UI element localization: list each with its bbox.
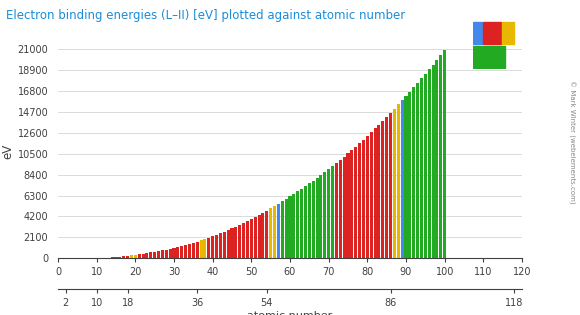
Bar bbox=[443, 50, 446, 258]
Bar bbox=[424, 74, 427, 258]
Text: © Mark Winter (webelements.com): © Mark Winter (webelements.com) bbox=[568, 80, 575, 203]
X-axis label: atomic number: atomic number bbox=[248, 311, 332, 315]
Bar bbox=[211, 236, 214, 258]
Bar bbox=[262, 213, 264, 258]
Bar bbox=[416, 83, 419, 258]
Bar bbox=[296, 192, 299, 258]
Bar bbox=[130, 255, 133, 258]
Bar bbox=[311, 181, 315, 258]
Bar bbox=[358, 143, 361, 258]
Bar bbox=[323, 172, 327, 258]
Y-axis label: eV: eV bbox=[2, 144, 15, 159]
Bar bbox=[389, 113, 392, 258]
Bar bbox=[346, 153, 350, 258]
Bar bbox=[219, 233, 222, 258]
Bar bbox=[432, 65, 434, 258]
Bar bbox=[288, 197, 292, 258]
Bar bbox=[397, 105, 400, 258]
Bar bbox=[149, 253, 153, 258]
Bar bbox=[161, 250, 164, 258]
Bar bbox=[473, 46, 505, 68]
Bar bbox=[277, 203, 280, 258]
Bar bbox=[250, 219, 253, 258]
Bar bbox=[215, 235, 218, 258]
Bar bbox=[142, 254, 144, 258]
Bar bbox=[126, 256, 129, 258]
Bar bbox=[180, 246, 183, 258]
Bar bbox=[473, 22, 482, 44]
Bar bbox=[436, 60, 438, 258]
Bar bbox=[165, 249, 168, 258]
Bar bbox=[200, 240, 202, 258]
Bar bbox=[320, 175, 322, 258]
Bar bbox=[374, 129, 376, 258]
Bar bbox=[350, 150, 353, 258]
Bar bbox=[483, 22, 501, 44]
Bar bbox=[404, 96, 408, 258]
Bar bbox=[281, 201, 284, 258]
Bar bbox=[316, 178, 318, 258]
Bar bbox=[327, 169, 330, 258]
Bar bbox=[427, 69, 431, 258]
Bar bbox=[223, 232, 226, 258]
Bar bbox=[192, 243, 195, 258]
Bar bbox=[292, 194, 295, 258]
Bar bbox=[269, 208, 272, 258]
Bar bbox=[204, 239, 206, 258]
Bar bbox=[234, 227, 237, 258]
Bar bbox=[230, 228, 234, 258]
Bar bbox=[172, 248, 176, 258]
Bar bbox=[362, 140, 365, 258]
Bar bbox=[401, 100, 404, 258]
Bar bbox=[184, 245, 187, 258]
Bar bbox=[111, 257, 114, 258]
Bar bbox=[265, 211, 269, 258]
Bar bbox=[169, 249, 172, 258]
Bar bbox=[122, 256, 125, 258]
Bar bbox=[354, 146, 357, 258]
Bar bbox=[114, 257, 118, 258]
Bar bbox=[393, 109, 396, 258]
Bar bbox=[366, 136, 369, 258]
Bar bbox=[137, 254, 141, 258]
Bar bbox=[408, 92, 411, 258]
Bar bbox=[331, 166, 334, 258]
Bar bbox=[385, 117, 388, 258]
Bar bbox=[381, 121, 385, 258]
Bar bbox=[339, 160, 342, 258]
Bar bbox=[153, 252, 156, 258]
Bar bbox=[412, 87, 415, 258]
Bar bbox=[242, 223, 245, 258]
Bar bbox=[502, 22, 514, 44]
Bar bbox=[176, 247, 179, 258]
Bar bbox=[157, 251, 160, 258]
Bar bbox=[304, 186, 307, 258]
Bar bbox=[246, 221, 249, 258]
Bar bbox=[378, 125, 380, 258]
Text: Electron binding energies (L–II) [eV] plotted against atomic number: Electron binding energies (L–II) [eV] pl… bbox=[6, 9, 405, 22]
Bar bbox=[227, 230, 230, 258]
Bar bbox=[300, 189, 303, 258]
Bar bbox=[146, 253, 148, 258]
Bar bbox=[118, 257, 121, 258]
Bar bbox=[308, 183, 311, 258]
Bar bbox=[253, 217, 257, 258]
Bar bbox=[188, 244, 191, 258]
Bar bbox=[134, 255, 137, 258]
Bar bbox=[420, 78, 423, 258]
Bar bbox=[343, 157, 346, 258]
Bar bbox=[285, 199, 288, 258]
Bar bbox=[369, 132, 373, 258]
Bar bbox=[273, 206, 276, 258]
Bar bbox=[258, 215, 260, 258]
Bar bbox=[439, 55, 443, 258]
Bar bbox=[238, 225, 241, 258]
Bar bbox=[335, 163, 338, 258]
Bar bbox=[207, 238, 211, 258]
Bar bbox=[195, 242, 199, 258]
